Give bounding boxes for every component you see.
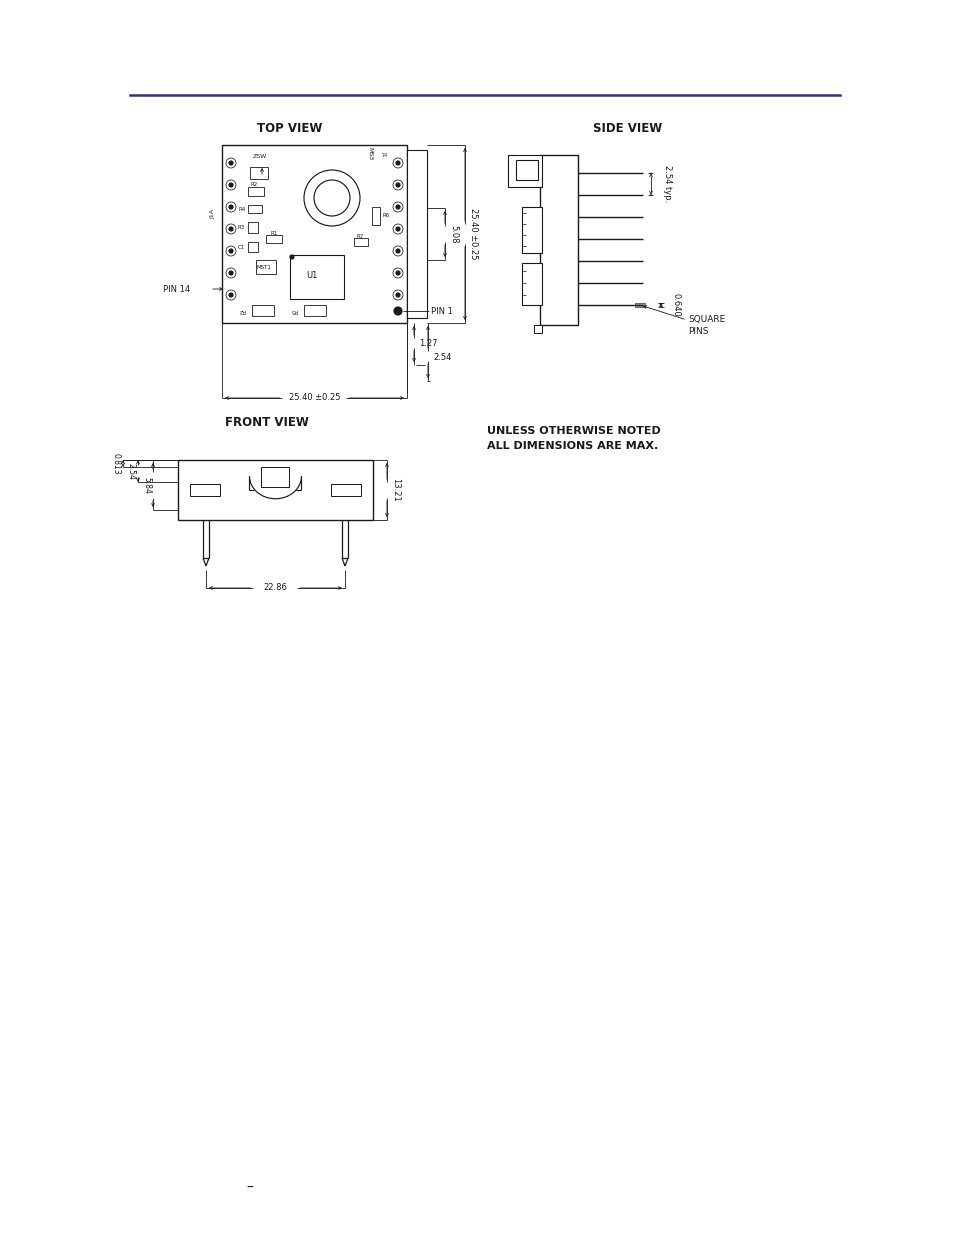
Circle shape <box>393 268 402 278</box>
Text: 2.54: 2.54 <box>127 463 136 479</box>
Text: J1: J1 <box>381 151 386 157</box>
Text: 1.27: 1.27 <box>418 338 437 347</box>
Text: R2: R2 <box>238 308 246 312</box>
Text: 0.640: 0.640 <box>671 293 679 317</box>
Text: R2: R2 <box>250 182 257 186</box>
Bar <box>255 261 275 274</box>
Bar <box>304 305 326 316</box>
Text: TOP VIEW: TOP VIEW <box>257 121 322 135</box>
Circle shape <box>395 227 399 231</box>
Circle shape <box>395 205 399 209</box>
Circle shape <box>395 161 399 165</box>
Circle shape <box>314 180 350 216</box>
Circle shape <box>393 290 402 300</box>
Circle shape <box>229 249 233 253</box>
Circle shape <box>226 158 235 168</box>
Bar <box>539 156 578 325</box>
Text: U1: U1 <box>306 270 317 279</box>
Circle shape <box>226 203 235 212</box>
Circle shape <box>229 183 233 186</box>
Bar <box>248 222 257 233</box>
Circle shape <box>393 246 402 256</box>
Circle shape <box>229 205 233 209</box>
Text: 0.813: 0.813 <box>112 453 121 474</box>
Circle shape <box>229 227 233 231</box>
Text: PIN 1: PIN 1 <box>431 306 453 315</box>
Bar <box>407 149 427 317</box>
Text: J1A: J1A <box>211 209 215 219</box>
Circle shape <box>290 254 294 259</box>
Text: MS3: MS3 <box>367 147 372 161</box>
Text: MST1: MST1 <box>256 264 272 269</box>
Bar <box>261 467 289 487</box>
Circle shape <box>395 270 399 275</box>
Text: 2.54: 2.54 <box>433 352 451 362</box>
Bar <box>222 144 407 324</box>
Text: UNLESS OTHERWISE NOTED
ALL DIMENSIONS ARE MAX.: UNLESS OTHERWISE NOTED ALL DIMENSIONS AR… <box>486 426 660 451</box>
Text: 13.21: 13.21 <box>391 478 399 501</box>
Text: R1: R1 <box>270 231 277 236</box>
Circle shape <box>395 249 399 253</box>
Bar <box>252 305 274 316</box>
Text: PIN 14: PIN 14 <box>163 284 190 294</box>
Text: R3: R3 <box>237 225 245 230</box>
Bar <box>178 459 373 520</box>
Text: SIDE VIEW: SIDE VIEW <box>593 121 662 135</box>
Circle shape <box>395 183 399 186</box>
Circle shape <box>393 158 402 168</box>
Bar <box>290 254 344 299</box>
Text: 25.40 ±0.25: 25.40 ±0.25 <box>469 209 477 259</box>
Text: R7: R7 <box>356 233 363 238</box>
Bar <box>190 484 220 496</box>
Circle shape <box>226 268 235 278</box>
Bar <box>635 303 644 308</box>
Circle shape <box>393 224 402 233</box>
Circle shape <box>395 293 399 296</box>
Text: R4: R4 <box>238 206 246 211</box>
Bar <box>331 484 360 496</box>
Bar <box>250 167 268 179</box>
Text: ZSW: ZSW <box>253 153 267 158</box>
Text: –: – <box>246 1181 253 1195</box>
Bar <box>248 186 264 196</box>
Bar <box>248 242 257 252</box>
Circle shape <box>226 180 235 190</box>
Text: 25.40 ±0.25: 25.40 ±0.25 <box>289 394 340 403</box>
Circle shape <box>226 224 235 233</box>
Circle shape <box>393 180 402 190</box>
Circle shape <box>229 161 233 165</box>
Text: C1: C1 <box>237 245 245 249</box>
Circle shape <box>394 308 401 315</box>
Bar <box>521 207 541 253</box>
Circle shape <box>229 270 233 275</box>
Text: 22.86: 22.86 <box>263 583 287 593</box>
Bar <box>248 205 262 212</box>
Circle shape <box>393 203 402 212</box>
Bar <box>507 156 541 186</box>
Circle shape <box>229 293 233 296</box>
Text: R5: R5 <box>291 308 297 312</box>
Text: 2.54 typ.: 2.54 typ. <box>662 165 672 203</box>
Text: 5.08: 5.08 <box>449 225 457 243</box>
Text: PINS: PINS <box>687 327 708 336</box>
Bar <box>372 207 379 225</box>
Circle shape <box>226 246 235 256</box>
Text: FRONT VIEW: FRONT VIEW <box>225 415 309 429</box>
Text: R6: R6 <box>382 212 390 217</box>
Bar <box>266 235 282 243</box>
Bar <box>354 238 368 246</box>
Bar <box>516 161 537 180</box>
Text: 5.84: 5.84 <box>142 477 151 494</box>
Bar <box>521 263 541 305</box>
Bar <box>534 325 541 333</box>
Circle shape <box>226 290 235 300</box>
Circle shape <box>304 170 359 226</box>
Text: SQUARE: SQUARE <box>687 315 724 324</box>
